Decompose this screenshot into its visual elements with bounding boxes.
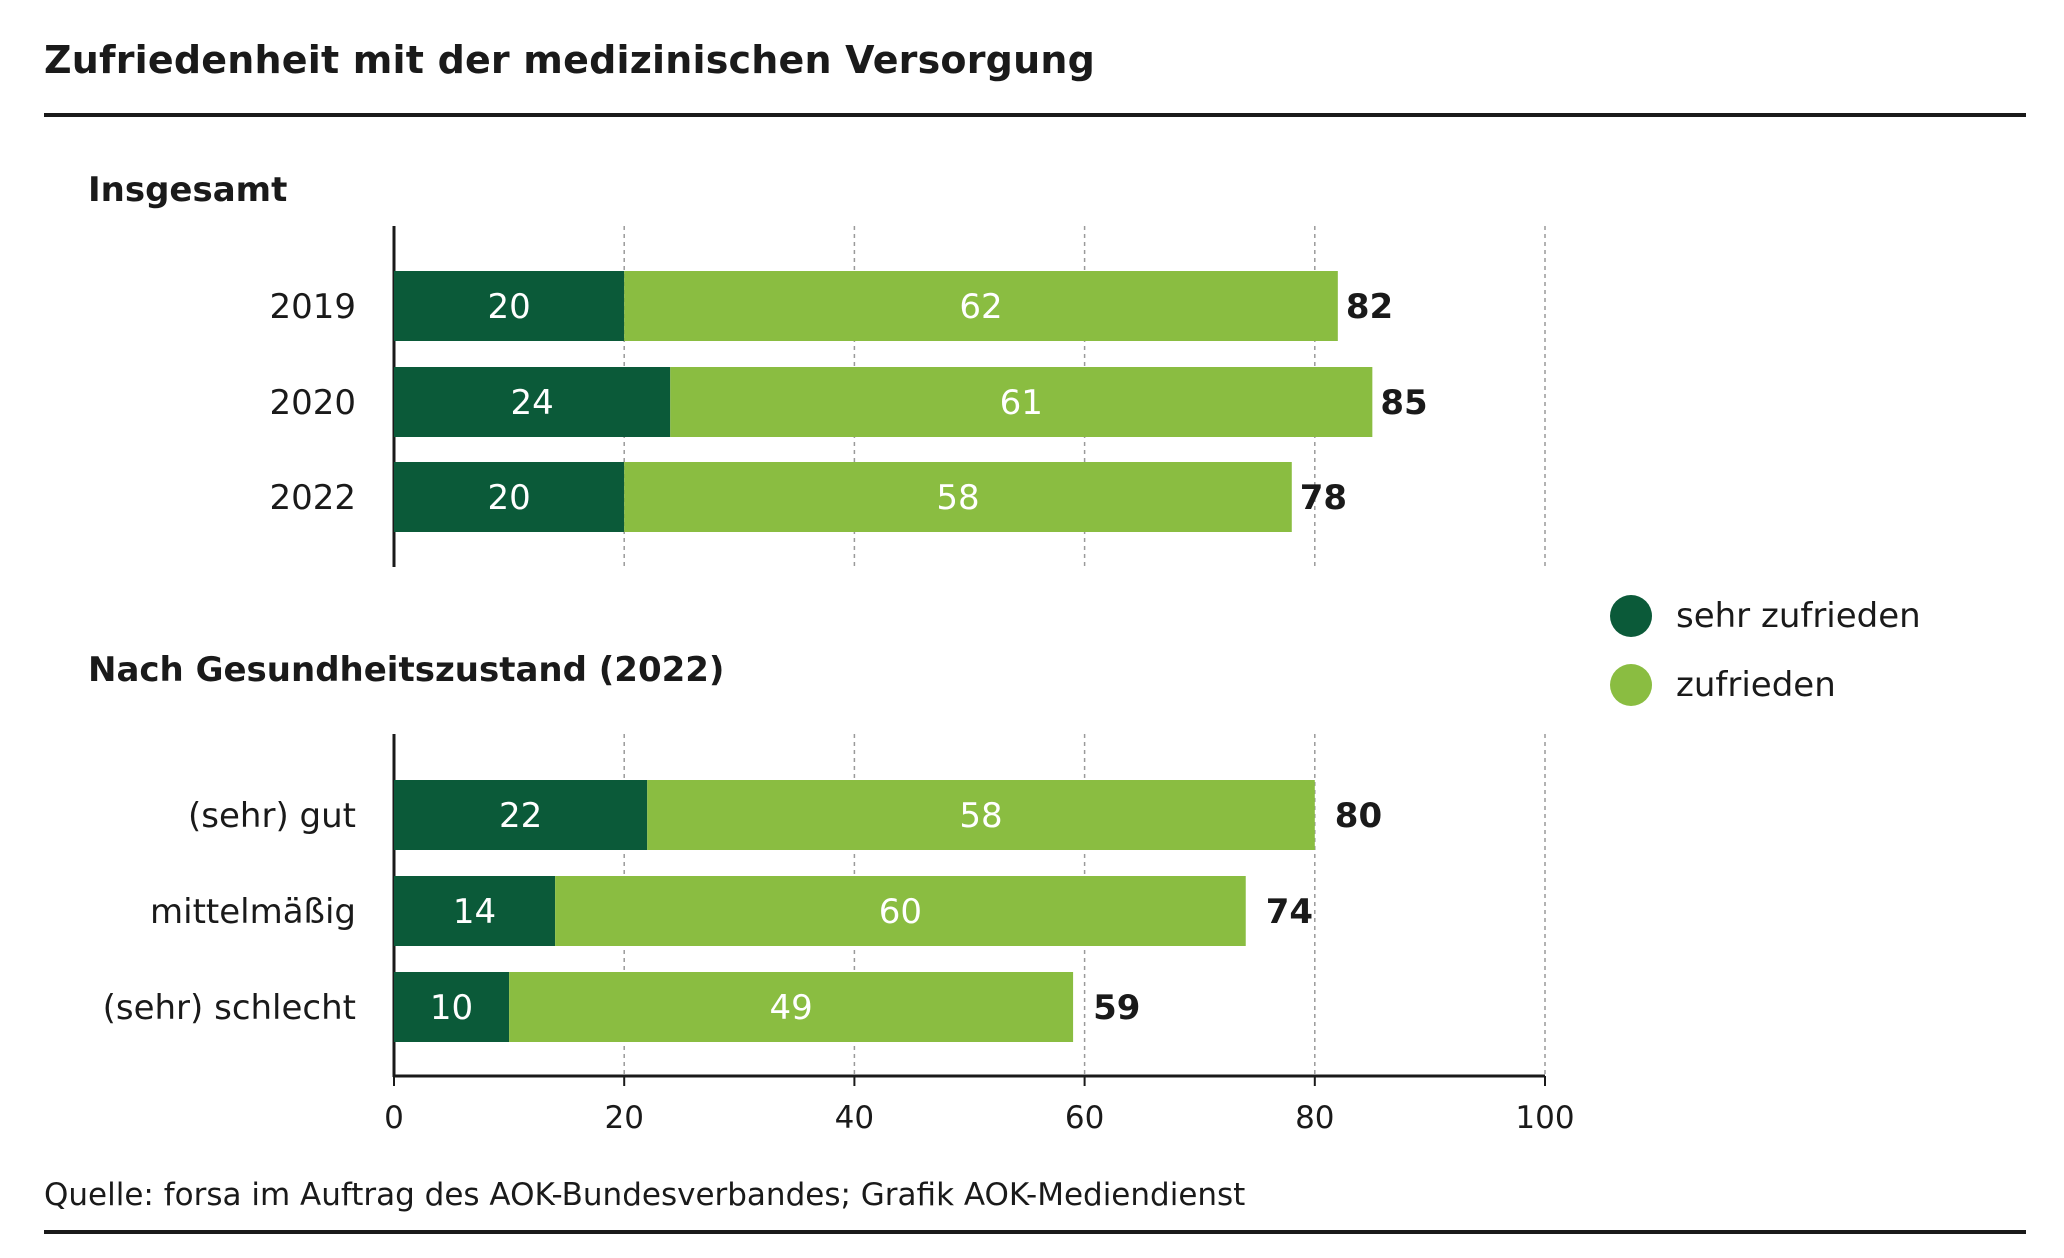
total-label: 82 [1346,287,1393,327]
data-label: 61 [1000,383,1043,423]
bar-segment-sehr-zufrieden [394,972,510,1042]
category-label: 2019 [269,287,356,327]
bar-segment-zufrieden [647,780,1315,850]
bar-segment-sehr-zufrieden [394,876,556,946]
legend-swatch-zufrieden [1610,664,1652,706]
bar-segment-sehr-zufrieden [394,271,625,341]
category-label: 2020 [269,383,356,423]
bar-segment-sehr-zufrieden [394,462,625,532]
bar-segment-zufrieden [555,876,1246,946]
category-label: (sehr) gut [188,796,356,836]
legend-item-sehr-zufrieden: sehr zufrieden [1610,595,1921,637]
bottom-rule [44,1230,2026,1234]
total-label: 85 [1380,383,1427,423]
x-tick-label: 60 [1065,1100,1104,1136]
x-tick-label: 20 [604,1100,643,1136]
legend-label-sehr-zufrieden: sehr zufrieden [1676,596,1921,636]
data-label: 49 [769,988,812,1028]
bar-segment-zufrieden [624,271,1338,341]
bar-segment-zufrieden [624,462,1292,532]
total-label: 59 [1093,988,1140,1028]
category-label: (sehr) schlecht [103,988,356,1028]
data-label: 10 [430,988,473,1028]
x-tick-label: 0 [384,1100,404,1136]
data-label: 22 [499,796,542,836]
legend: sehr zufrieden zufrieden [1610,595,1921,733]
total-label: 78 [1300,478,1347,518]
data-label: 60 [879,892,922,932]
legend-label-zufrieden: zufrieden [1676,665,1836,705]
x-tick-label: 80 [1295,1100,1334,1136]
bar-segment-sehr-zufrieden [394,367,671,437]
x-tick-label: 100 [1515,1100,1574,1136]
top-rule [44,113,2026,117]
x-tick-label: 40 [835,1100,874,1136]
bar-segment-sehr-zufrieden [394,780,648,850]
chart-title: Zufriedenheit mit der medizinischen Vers… [44,38,1095,82]
data-label: 20 [487,287,530,327]
data-label: 24 [510,383,553,423]
bar-segment-zufrieden [670,367,1373,437]
total-label: 74 [1266,892,1313,932]
category-label: 2022 [269,478,356,518]
legend-swatch-sehr-zufrieden [1610,595,1652,637]
legend-item-zufrieden: zufrieden [1610,664,1921,706]
section-title-overall: Insgesamt [88,170,288,210]
data-label: 14 [453,892,496,932]
bar-segment-zufrieden [509,972,1074,1042]
data-label: 58 [936,478,979,518]
data-label: 62 [959,287,1002,327]
category-label: mittelmäßig [150,892,356,932]
data-label: 58 [959,796,1002,836]
data-label: 20 [487,478,530,518]
total-label: 80 [1335,796,1382,836]
source-note: Quelle: forsa im Auftrag des AOK-Bundesv… [44,1177,1246,1213]
section-title-health: Nach Gesundheitszustand (2022) [88,650,725,690]
